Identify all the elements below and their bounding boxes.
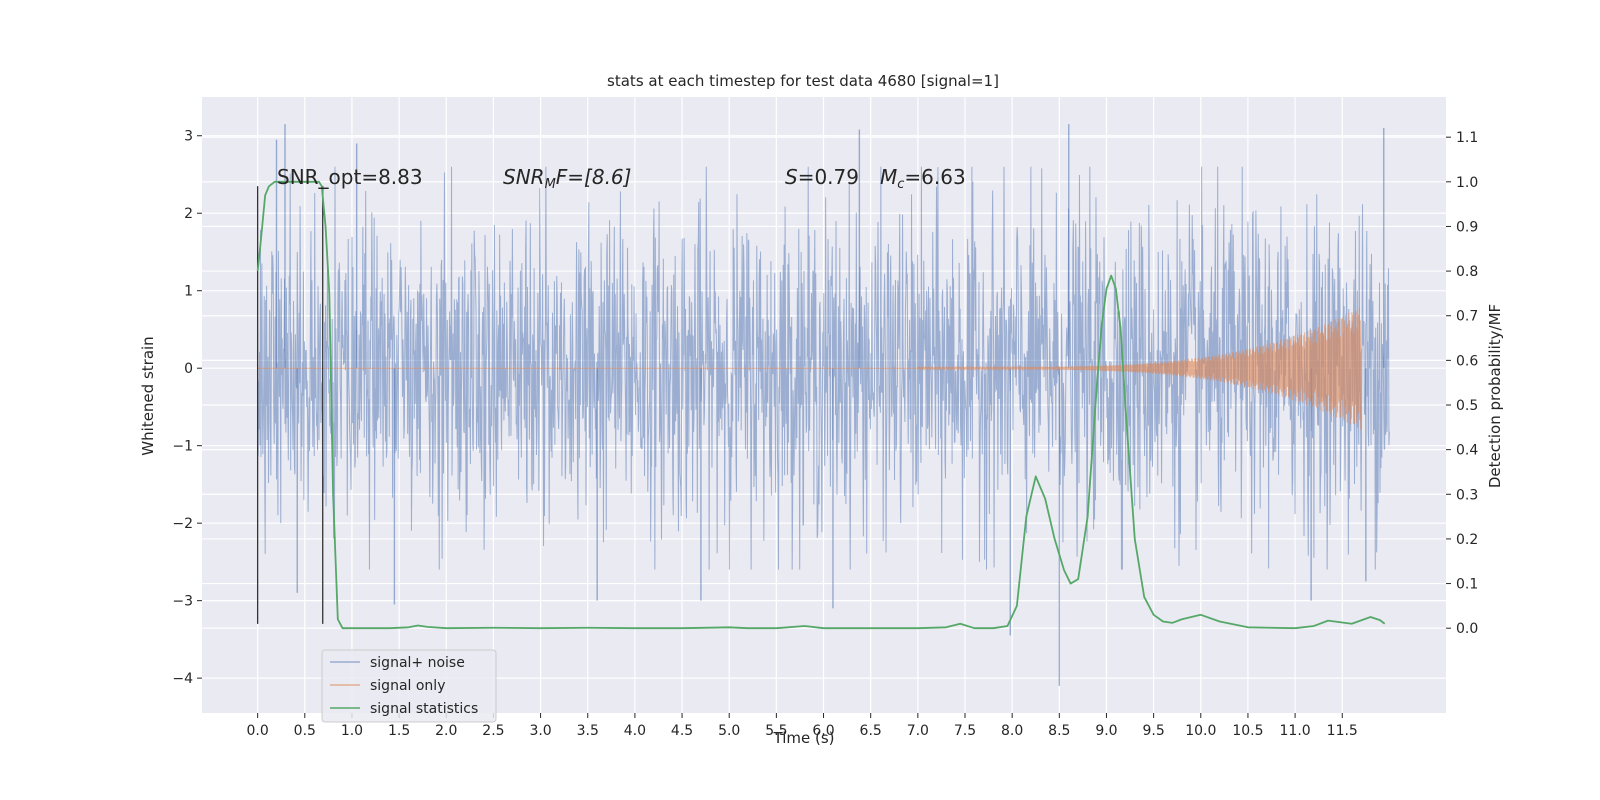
- legend-label-signal-only: signal only: [370, 678, 445, 694]
- x-tick-label: 3.0: [529, 723, 551, 739]
- y-right-tick-label: 0.2: [1456, 532, 1478, 548]
- signal-only-line: [917, 307, 1362, 431]
- x-tick-label: 7.5: [954, 723, 976, 739]
- y-right-tick-label: 0.9: [1456, 219, 1478, 235]
- y-right-tick-label: 0.1: [1456, 577, 1478, 593]
- annotation-mc-symbol: M: [880, 165, 897, 189]
- annotation-snr-mf: SNRMF=[8.6]: [503, 165, 631, 192]
- x-tick-label: 7.0: [907, 723, 929, 739]
- x-tick-label: 1.5: [388, 723, 410, 739]
- y-right-tick-label: 0.6: [1456, 353, 1478, 369]
- x-tick-label: 6.5: [860, 723, 882, 739]
- annotation-mc-value: =6.63: [904, 165, 965, 189]
- annotation-text: SNR_opt=8.83 SNRMF=[8.6] S=0.79 Mc=6.63: [277, 165, 966, 192]
- y-left-axis-label: Whitened strain: [139, 336, 157, 455]
- annotation-snr-mf-value: F=[8.6]: [556, 165, 632, 189]
- x-tick-label: 4.5: [671, 723, 693, 739]
- y-right-tick-label: 0.0: [1456, 621, 1478, 637]
- y-left-tick-label: −3: [172, 594, 193, 610]
- signal-statistics-line: [256, 180, 1386, 630]
- x-tick-label: 11.0: [1280, 723, 1311, 739]
- y-left-tick-label: 0: [184, 361, 193, 377]
- x-tick-label: 0.5: [294, 723, 316, 739]
- y-left-tick-label: −2: [172, 516, 193, 532]
- signal-statistics-series: [256, 180, 1386, 630]
- x-tick-label: 9.5: [1142, 723, 1164, 739]
- x-tick-label: 8.5: [1048, 723, 1070, 739]
- y-right-axis-label: Detection probability/MF: [1486, 304, 1504, 488]
- y-right-tick-labels: 1.1 1.0 0.9 0.8 0.7 0.6 0.5 0.4 0.3 0.2 0.1 0.0: [1456, 130, 1478, 637]
- signal-only-series: [257, 307, 1362, 431]
- x-tick-label: 0.0: [247, 723, 269, 739]
- chart-title: stats at each timestep for test data 468…: [607, 72, 999, 90]
- y-right-tick-label: 0.7: [1456, 309, 1478, 325]
- legend-label-signal-noise: signal+ noise: [370, 655, 465, 671]
- x-tick-label: 6.0: [812, 723, 834, 739]
- y-left-tick-label: 2: [184, 206, 193, 222]
- x-tick-label: 1.0: [341, 723, 363, 739]
- annotation-s-symbol: S: [785, 165, 798, 189]
- annotation-snr-mf-symbol: SNR: [503, 165, 545, 189]
- x-tick-label: 10.5: [1232, 723, 1263, 739]
- y-right-tick-label: 1.1: [1456, 130, 1478, 146]
- x-tick-label: 4.0: [624, 723, 646, 739]
- annotation-s: S=0.79: [785, 165, 859, 189]
- legend-label-signal-statistics: signal statistics: [370, 701, 478, 717]
- x-tick-label: 11.5: [1327, 723, 1358, 739]
- y-right-tick-label: 1.0: [1456, 175, 1478, 191]
- x-tick-label: 2.0: [435, 723, 457, 739]
- x-tick-label: 10.0: [1185, 723, 1216, 739]
- y-left-tick-label: −1: [172, 439, 193, 455]
- vertical-lines: [256, 186, 324, 624]
- x-tick-label: 5.0: [718, 723, 740, 739]
- annotation-mc: Mc=6.63: [880, 165, 966, 192]
- annotation-snr-opt: SNR_opt=8.83: [277, 165, 423, 189]
- signal-noise-series: [257, 124, 1390, 686]
- y-right-tick-label: 0.3: [1456, 487, 1478, 503]
- signal-noise-line: [257, 166, 1390, 570]
- x-tick-labels: 0.0 0.5 1.0 1.5 2.0 2.5 3.0 3.5 4.0 4.5 5.0 5.5 6.0 6…: [247, 723, 1358, 739]
- x-tick-label: 8.0: [1001, 723, 1023, 739]
- x-tick-label: 3.5: [577, 723, 599, 739]
- x-tick-label: 9.0: [1095, 723, 1117, 739]
- y-left-tick-label: 3: [184, 129, 193, 145]
- y-right-tick-label: 0.4: [1456, 443, 1478, 459]
- x-axis-label: Time (s): [773, 729, 835, 747]
- y-right-tick-label: 0.8: [1456, 264, 1478, 280]
- annotation-s-value: =0.79: [798, 165, 859, 189]
- legend-box: [321, 649, 497, 723]
- y-left-tick-label: 1: [184, 284, 193, 300]
- y-right-tick-label: 0.5: [1456, 398, 1478, 414]
- legend: signal+ noise signal only signal statist…: [321, 649, 497, 723]
- y-left-tick-labels: 3 2 1 0 −1 −2 −3 −4: [172, 129, 193, 687]
- x-tick-label: 2.5: [482, 723, 504, 739]
- x-tick-label: 5.5: [765, 723, 787, 739]
- annotation-snr-mf-subscript: M: [545, 177, 556, 192]
- annotation-mc-subscript: c: [897, 177, 904, 192]
- y-left-tick-label: −4: [172, 671, 193, 687]
